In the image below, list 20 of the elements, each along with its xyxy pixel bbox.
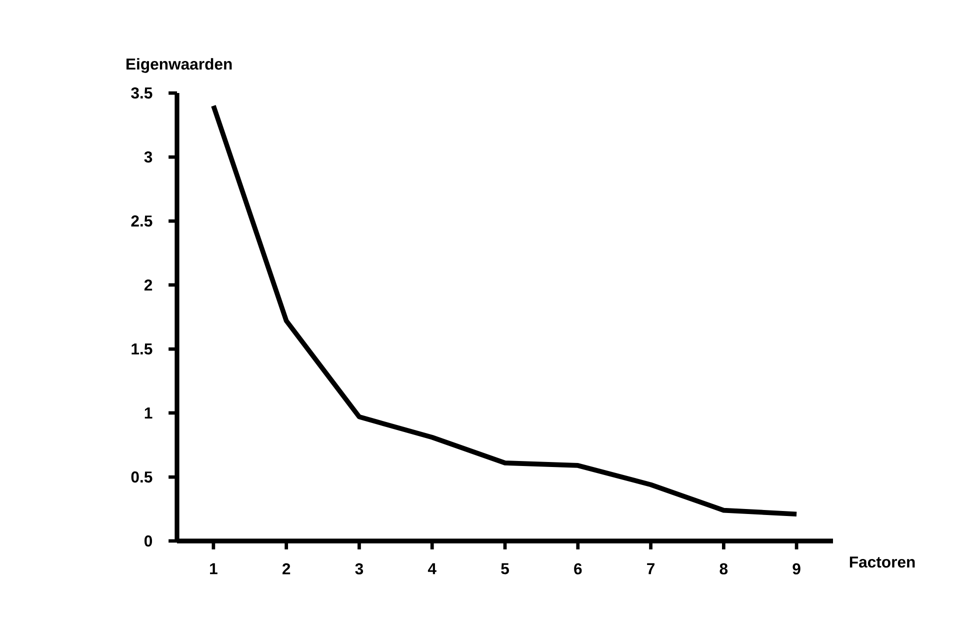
line-series (211, 103, 799, 517)
x-tick-label: 1 (210, 563, 218, 574)
x-axis-title: Factoren (850, 556, 915, 568)
y-tick-label: 0.5 (131, 471, 152, 483)
x-tick-label: 7 (647, 563, 654, 574)
y-tick-label: 2.5 (131, 215, 152, 227)
x-tick-label: 2 (282, 563, 290, 574)
y-tick-label: 3 (144, 151, 152, 163)
x-tick-label: 4 (428, 563, 436, 574)
x-tick-label: 8 (720, 563, 728, 574)
y-tick-label: 3.5 (131, 87, 152, 99)
x-tick-label: 5 (501, 563, 509, 574)
y-tick-label: 2 (144, 279, 152, 291)
y-tick-label: 1 (144, 408, 152, 418)
y-tick-label: 1.5 (132, 343, 152, 355)
y-tick-label: 0 (144, 535, 152, 547)
y-axis-title: Eigenwaarden (126, 58, 232, 73)
x-tick-label: 6 (574, 563, 582, 574)
x-tick-label: 9 (792, 563, 800, 574)
x-tick-label: 3 (355, 563, 364, 574)
